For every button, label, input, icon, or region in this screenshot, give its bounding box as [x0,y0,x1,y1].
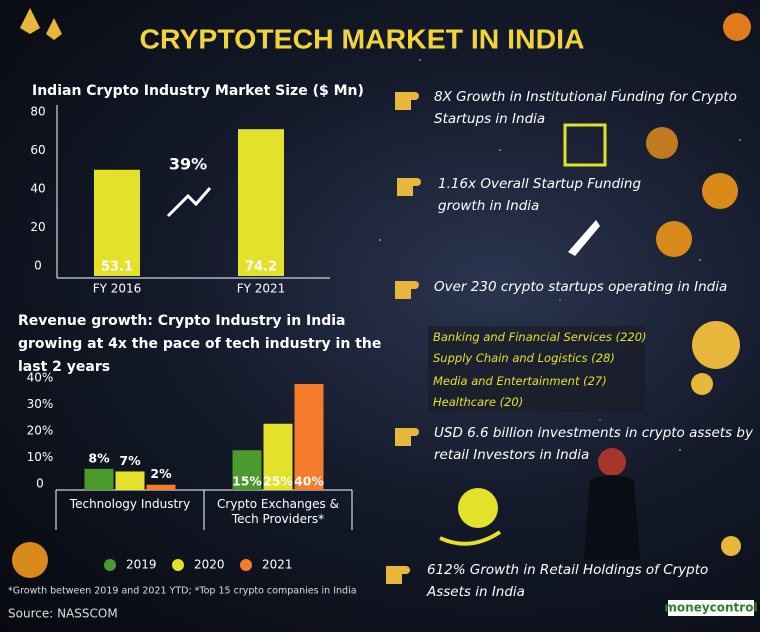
person-figure [584,475,640,560]
bar [238,129,284,276]
crate-icon [563,123,607,167]
legend-label: 2021 [262,558,293,572]
coin-icon [691,373,713,395]
legend-swatch [104,559,116,571]
coin-icon [723,13,751,41]
footnote: *Growth between 2019 and 2021 YTD; *Top … [8,586,357,597]
coin-icon [721,536,741,556]
coin-icon [12,542,48,578]
annotation: 39% [169,155,207,174]
y-tick-label: 80 [30,105,45,119]
value-label: 53.1 [101,260,133,275]
x-tick-label: FY 2016 [93,282,142,296]
bar [146,484,176,490]
coin-icon [692,321,740,369]
coin-icon [646,127,678,159]
x-tick-label: Technology Industry [69,497,191,511]
y-tick-label: 0 [36,477,44,491]
chart-title: Indian Crypto Industry Market Size ($ Mn… [32,83,364,99]
value-label: 74.2 [245,260,277,275]
y-tick-label: 30% [27,397,54,411]
fact: Over 230 crypto startups operating in In… [434,279,728,295]
bar [232,450,262,490]
pointer-icons [386,92,421,584]
sector: Banking and Financial Services (220) [433,330,647,344]
source: Source: NASSCOM [8,607,118,621]
value-label: 2% [150,466,172,481]
value-label: 8% [88,450,110,465]
bar [294,384,324,490]
value-label: 15% [232,474,262,489]
y-tick-label: 0 [34,259,42,273]
y-tick-label: 60 [30,143,45,157]
fact: 1.16x Overall Startup Funding growth in … [438,176,642,214]
legend-swatch [172,559,184,571]
coin-icon [702,173,738,209]
legend-label: 2019 [126,558,157,572]
value-label: 25% [263,474,293,489]
bar [84,468,114,490]
chart-title: Revenue growth: Crypto Industry in India… [18,313,382,375]
x-tick-label: FY 2021 [237,282,286,296]
coin-icon [656,221,692,257]
x-tick-label: Crypto Exchanges & Tech Providers* [217,497,339,526]
value-label: 40% [294,474,324,489]
hand-icon [439,530,502,546]
growth-arrow [166,187,212,218]
fact: 612% Growth in Retail Holdings of Crypto… [427,562,709,600]
logo-box [668,600,754,616]
sector: Media and Entertainment (27) [433,374,607,388]
y-tick-label: 40% [27,371,54,385]
eth-icon [46,18,62,40]
sector: Supply Chain and Logistics (28) [433,351,615,365]
legend-swatch [240,559,252,571]
fact: USD 6.6 billion investments in crypto as… [434,425,753,463]
value-label: 7% [119,453,141,468]
eth-icon [20,8,40,34]
y-tick-label: 10% [27,450,54,464]
sector-box [428,326,645,412]
rocket-icon [568,220,600,256]
legend-label: 2020 [194,558,225,572]
fact: 8X Growth in Institutional Funding for C… [434,89,737,127]
coin-icon [458,488,498,528]
bar [115,471,145,490]
sector: Healthcare (20) [433,395,524,409]
stars [379,59,741,451]
y-tick-label: 20 [30,220,45,234]
y-tick-label: 20% [27,424,54,438]
person-figure [598,448,626,476]
y-tick-label: 40 [30,182,45,196]
bar [263,423,293,490]
page-title: CRYPTOTECH MARKET IN INDIA [140,23,585,54]
logo: moneycontrol [664,601,757,615]
bar [94,169,140,276]
